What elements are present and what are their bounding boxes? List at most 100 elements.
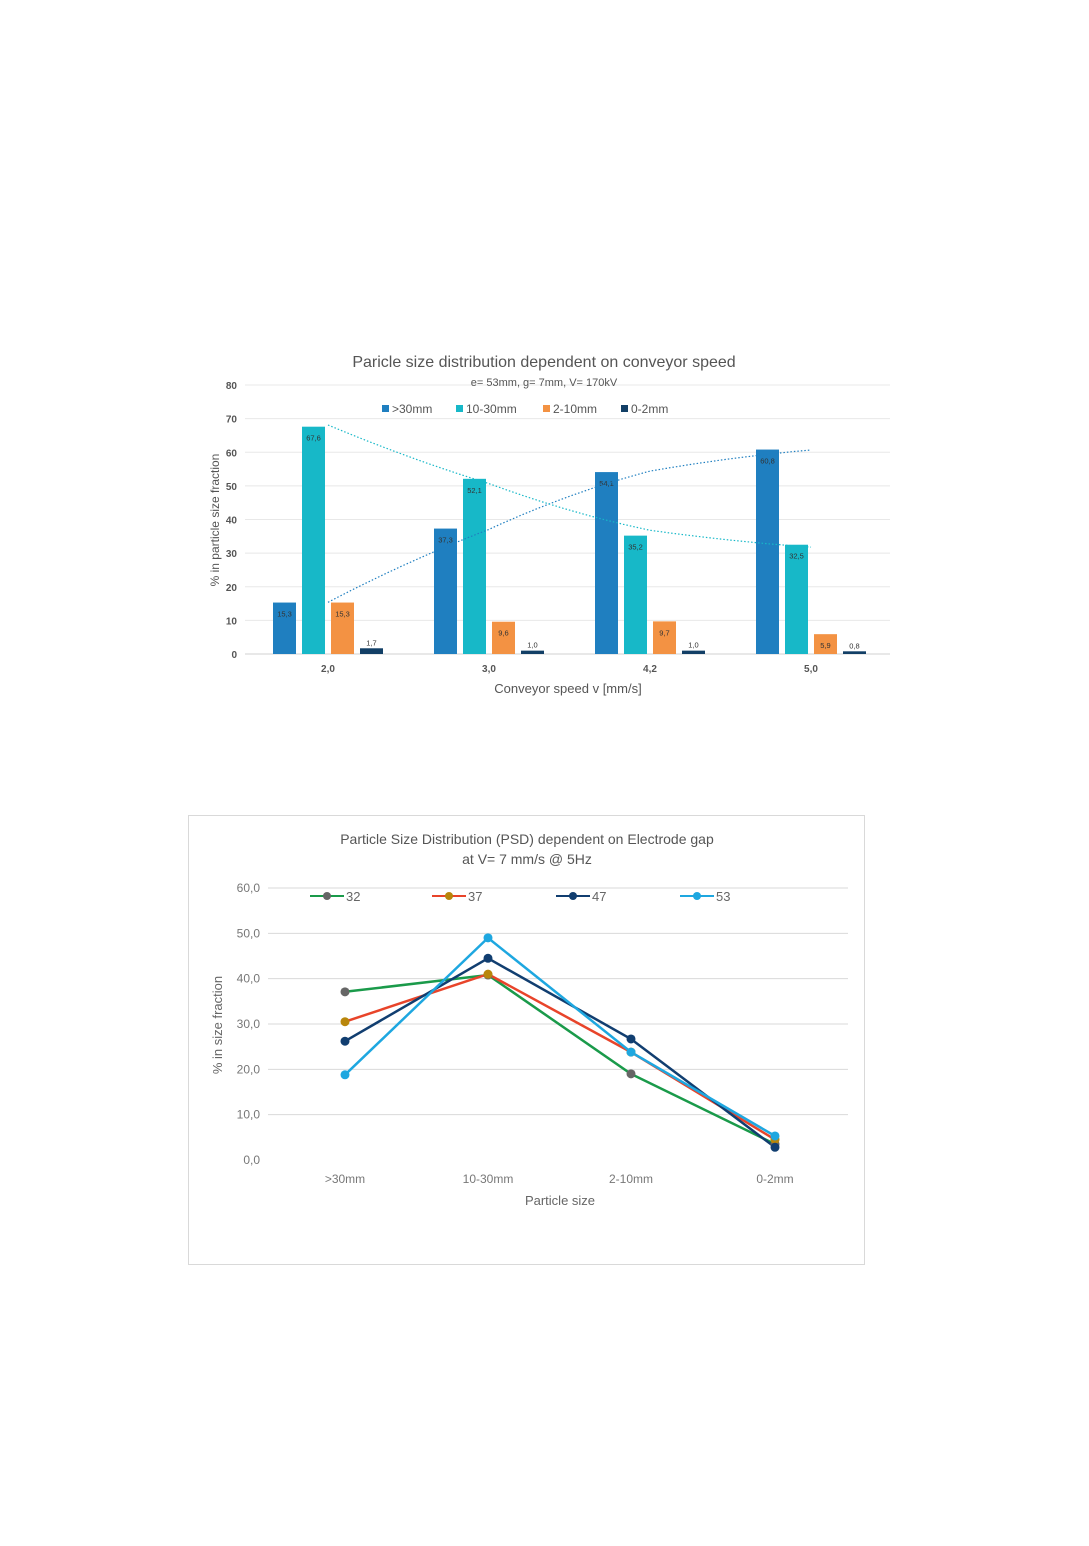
y-tick-label: 70 — [226, 415, 238, 426]
legend-swatch — [621, 405, 628, 412]
trendline — [327, 424, 812, 548]
bar — [682, 650, 705, 654]
x-tick-label: 3,0 — [482, 664, 496, 675]
data-label: 5,9 — [820, 641, 830, 650]
chart-title: Particle Size Distribution (PSD) depende… — [340, 831, 714, 847]
y-axis-title: % in size fraction — [210, 976, 225, 1074]
bar — [653, 621, 676, 654]
data-label: 54,1 — [599, 479, 614, 488]
data-point — [770, 1142, 780, 1152]
bar — [595, 472, 618, 654]
data-point — [340, 1070, 350, 1080]
bar — [273, 602, 296, 654]
data-point — [340, 987, 350, 997]
chart-subtitle: e= 53mm, g= 7mm, V= 170kV — [471, 377, 618, 389]
x-tick-label: 0-2mm — [756, 1172, 793, 1186]
chart-subtitle: at V= 7 mm/s @ 5Hz — [462, 851, 592, 867]
chart-title: Paricle size distribution dependent on c… — [352, 354, 735, 371]
chart-frame — [188, 815, 865, 1265]
legend-label: 53 — [716, 889, 730, 904]
bar — [843, 651, 866, 654]
y-tick-label: 30,0 — [237, 1017, 261, 1031]
bar — [360, 648, 383, 654]
bar — [521, 650, 544, 654]
data-point — [483, 969, 493, 979]
x-axis-title: Particle size — [525, 1193, 595, 1208]
legend-swatch — [456, 405, 463, 412]
data-label: 1,0 — [688, 641, 698, 650]
legend-marker — [569, 892, 577, 900]
legend-marker — [323, 892, 331, 900]
legend-label: 0-2mm — [631, 402, 668, 416]
data-label: 67,6 — [306, 434, 321, 443]
trendline — [327, 449, 812, 603]
data-label: 52,1 — [467, 486, 482, 495]
y-tick-label: 10,0 — [237, 1108, 261, 1122]
data-label: 9,7 — [659, 628, 669, 637]
bar-chart-conveyor-speed: 0 10 20 30 40 50 60 70 80 Paricle size distributi… — [208, 354, 890, 696]
y-tick-label: 60 — [226, 448, 238, 459]
bar — [756, 449, 779, 654]
bar — [463, 478, 486, 654]
legend-label: 2-10mm — [553, 402, 597, 416]
y-tick-label: 40,0 — [237, 972, 261, 986]
data-label: 37,3 — [438, 536, 453, 545]
x-axis-title: Conveyor speed v [mm/s] — [494, 681, 641, 696]
bar — [302, 426, 325, 654]
y-tick-label: 50 — [226, 482, 238, 493]
y-tick-label: 0,0 — [243, 1153, 260, 1167]
y-axis-title: % in particle size fraction — [208, 454, 222, 587]
y-tick-label: 30 — [226, 549, 238, 560]
y-tick-label: 60,0 — [237, 881, 261, 895]
legend-label: 32 — [346, 889, 360, 904]
x-tick-label: 5,0 — [804, 664, 818, 675]
data-label: 60,8 — [760, 457, 775, 466]
data-point — [340, 1017, 350, 1027]
data-point — [483, 933, 493, 943]
x-tick-label: 2-10mm — [609, 1172, 653, 1186]
x-tick-label: 4,2 — [643, 664, 657, 675]
y-tick-label: 20 — [226, 583, 238, 594]
bar — [814, 634, 837, 654]
data-point — [483, 953, 493, 963]
data-label: 0,8 — [849, 641, 859, 650]
data-point — [626, 1047, 636, 1057]
y-tick-label: 80 — [226, 381, 238, 392]
legend-swatch — [543, 405, 550, 412]
legend-label: 47 — [592, 889, 606, 904]
data-point — [626, 1034, 636, 1044]
bar — [434, 528, 457, 654]
series-line — [344, 973, 776, 1146]
legend-label: 37 — [468, 889, 482, 904]
y-tick-label: 10 — [226, 616, 238, 627]
y-tick-label: 40 — [226, 516, 238, 527]
x-tick-label: >30mm — [325, 1172, 365, 1186]
data-label: 15,3 — [277, 610, 292, 619]
legend-label: 10-30mm — [466, 402, 517, 416]
data-point — [626, 1069, 636, 1079]
y-tick-label: 20,0 — [237, 1062, 261, 1076]
y-tick-label: 50,0 — [237, 926, 261, 940]
series-line — [344, 972, 776, 1141]
data-label: 1,7 — [366, 638, 376, 647]
bar — [331, 602, 354, 654]
series-line — [344, 936, 776, 1138]
legend-label: >30mm — [392, 402, 432, 416]
data-label: 35,2 — [628, 543, 643, 552]
x-tick-label: 10-30mm — [463, 1172, 514, 1186]
bar — [624, 535, 647, 654]
data-point — [340, 1036, 350, 1046]
data-label: 9,6 — [498, 629, 508, 638]
legend-marker — [693, 892, 701, 900]
data-label: 32,5 — [789, 552, 804, 561]
bar — [785, 544, 808, 654]
y-tick-label: 0 — [231, 650, 237, 661]
legend-swatch — [382, 405, 389, 412]
data-label: 15,3 — [335, 610, 350, 619]
bar — [492, 621, 515, 654]
x-tick-label: 2,0 — [321, 664, 335, 675]
data-label: 1,0 — [527, 641, 537, 650]
data-point — [770, 1131, 780, 1141]
legend-marker — [445, 892, 453, 900]
